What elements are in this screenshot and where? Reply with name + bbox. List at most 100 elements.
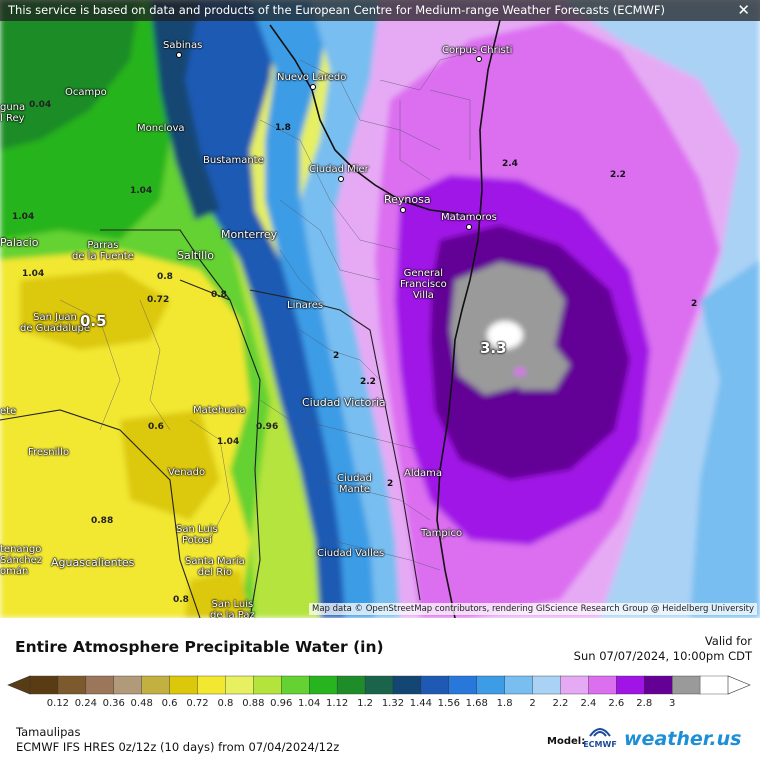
scale-tick-label: 1.44	[409, 698, 433, 709]
scale-tick-label: 0.96	[270, 698, 293, 709]
map-title: Entire Atmosphere Precipitable Water (in…	[15, 638, 384, 656]
scale-swatch	[504, 675, 534, 695]
scale-swatch	[476, 675, 506, 695]
scale-tick-label: 3	[668, 698, 676, 709]
scale-swatch	[560, 675, 590, 695]
scale-swatch	[169, 675, 199, 695]
ecmwf-logo: ECMWF	[582, 726, 618, 749]
city-label-san-luis-de-la-paz: San Luis de la Paz	[210, 599, 255, 618]
city-label-ciudad-mier: Ciudad Mier	[309, 164, 369, 175]
scale-swatch	[29, 675, 59, 695]
scale-swatch	[309, 675, 338, 695]
city-label-tampico: Tampico	[421, 528, 463, 539]
contour-label: 0.6	[148, 422, 164, 432]
scale-tick-label: 1.68	[465, 698, 488, 709]
city-label-parras: Parras de la Fuente	[72, 240, 134, 262]
scale-tick-label: 1.8	[496, 698, 513, 709]
scale-swatch	[197, 675, 227, 695]
forecast-map[interactable]: This service is based on data and produc…	[0, 0, 760, 618]
scale-swatch	[336, 675, 366, 695]
scale-arrow-low	[7, 675, 31, 695]
city-label-ete: ete	[0, 406, 17, 417]
contour-label: 2.4	[502, 159, 518, 169]
scale-tick-label: 1.32	[381, 698, 405, 709]
scale-tick-label: 0.72	[186, 698, 209, 709]
scale-tick-label: 0.12	[46, 698, 70, 709]
contour-label: 0.72	[147, 295, 170, 305]
contour-label: 1.04	[12, 212, 35, 222]
scale-tick-label: 1.04	[298, 698, 321, 709]
region-name: Tamaulipas	[16, 725, 81, 739]
ecmwf-logo-icon	[589, 728, 611, 737]
city-label-bustamante: Bustamante	[203, 155, 264, 166]
contour-label: 2.2	[610, 170, 626, 180]
city-marker	[466, 224, 472, 230]
city-label-matamoros: Matamoros	[441, 212, 497, 223]
scale-tick-label: 2.2	[552, 698, 569, 709]
legend-panel: Entire Atmosphere Precipitable Water (in…	[0, 618, 760, 760]
scale-swatch	[253, 675, 282, 695]
scale-swatch	[448, 675, 478, 695]
scale-tick-label: 2	[529, 698, 536, 709]
scale-tick-label: 0.36	[102, 698, 125, 709]
contour-label: 1.04	[22, 269, 45, 279]
scale-tick-label: 2.6	[608, 698, 625, 709]
contour-label: 1.04	[217, 437, 240, 447]
city-marker	[338, 176, 344, 182]
city-marker	[476, 56, 482, 62]
ecmwf-logo-text: ECMWF	[583, 740, 617, 749]
scale-tick-label: 0.8	[217, 698, 234, 709]
city-label-santa-maria-del-rio: Santa María del Río	[185, 556, 245, 578]
city-label-san-luis-potosi: San Luis Potosí	[176, 524, 218, 546]
scale-swatch	[57, 675, 87, 695]
scale-tick-label: 2.8	[636, 698, 653, 709]
scale-swatch	[699, 675, 729, 695]
city-label-san-juan-de-guadalupe: San Juan de Guadalupe	[20, 312, 90, 334]
scale-swatch	[364, 675, 394, 695]
contour-label: 2	[333, 351, 340, 361]
weather-us-logo[interactable]: weather.us	[624, 728, 742, 750]
maximum-value-label: 3.3	[480, 339, 507, 357]
city-label-palacio: Palacio	[0, 236, 39, 249]
close-icon[interactable]: ✕	[737, 1, 750, 19]
model-label: Model:	[547, 736, 586, 747]
ecmwf-notice-banner: This service is based on data and produc…	[0, 0, 760, 21]
contour-label: 2.2	[360, 377, 376, 387]
scale-swatch	[420, 675, 450, 695]
city-label-sabinas: Sabinas	[163, 40, 203, 51]
scale-tick-label: 2.4	[580, 698, 597, 709]
scale-tick-label: 1.56	[437, 698, 460, 709]
contour-label: 0.04	[29, 100, 52, 110]
scale-swatch	[644, 675, 673, 695]
scale-swatch	[588, 675, 618, 695]
scale-swatch	[392, 675, 422, 695]
scale-swatch	[85, 675, 115, 695]
city-label-monclova: Monclova	[137, 123, 185, 134]
contour-label: 0.8	[211, 290, 227, 300]
scale-swatch	[225, 675, 255, 695]
scale-tick-label: 0.88	[242, 698, 265, 709]
scale-swatch	[281, 675, 310, 695]
city-label-ciudad-mante: Ciudad Mante	[337, 473, 372, 495]
scale-tick-label: 0.6	[161, 698, 178, 709]
map-attribution[interactable]: Map data © OpenStreetMap contributors, r…	[309, 603, 757, 615]
city-label-aldama: Aldama	[404, 468, 442, 479]
city-marker	[176, 52, 182, 58]
scale-arrow-high	[727, 675, 751, 695]
contour-label: 2	[387, 479, 394, 489]
valid-time-block: Valid for Sun 07/07/2024, 10:00pm CDT	[574, 634, 752, 664]
scale-swatch	[141, 675, 171, 695]
scale-swatch	[616, 675, 645, 695]
city-label-ocampo: Ocampo	[65, 87, 107, 98]
city-label-ciudad-victoria: Ciudad Victoria	[302, 396, 386, 409]
contour-label: 0.96	[256, 422, 279, 432]
valid-time: Sun 07/07/2024, 10:00pm CDT	[573, 649, 752, 663]
city-label-ciudad-valles: Ciudad Valles	[317, 548, 385, 559]
scale-swatch	[671, 675, 701, 695]
contour-label: 0.8	[157, 272, 173, 282]
city-label-general-francisco-villa: General Francisco Villa	[400, 268, 447, 301]
scale-tick-label: 0.48	[130, 698, 153, 709]
scale-tick-label: 1.12	[325, 698, 349, 709]
contour-label: 2	[691, 299, 698, 309]
city-label-tenango: tenango Sánchez omán	[0, 544, 43, 577]
